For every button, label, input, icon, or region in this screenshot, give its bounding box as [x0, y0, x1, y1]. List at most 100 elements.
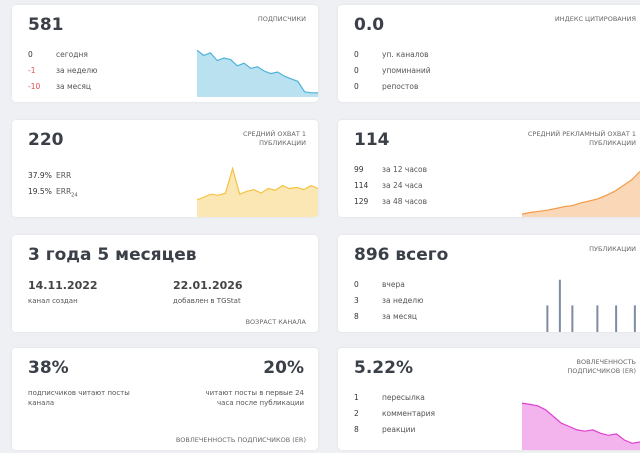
- line: [522, 170, 640, 215]
- stat-row: 3 за неделю: [354, 296, 423, 305]
- area: [522, 403, 640, 450]
- big-number-2: 20%: [263, 358, 304, 378]
- big-number: 0.0: [354, 15, 385, 35]
- line: [197, 49, 318, 94]
- stat-value: 19.5%: [28, 187, 52, 196]
- date: 22.01.2026: [173, 279, 243, 292]
- stat-label: за месяц: [382, 312, 417, 321]
- stat-label: за месяц: [56, 82, 91, 91]
- line: [522, 402, 640, 444]
- date: 14.11.2022: [28, 279, 98, 292]
- card: 581 подписчики 0 сегодня -1 за неделю -10 за ме…: [12, 5, 318, 102]
- stat-label: за неделю: [382, 296, 424, 305]
- stat-value: 8: [354, 312, 359, 321]
- bar: [546, 305, 549, 332]
- big-number: 5.22%: [354, 358, 413, 378]
- stat-value: 3: [354, 296, 359, 305]
- date-label: канал создан: [28, 297, 78, 305]
- bar: [633, 305, 636, 332]
- stat-label: за неделю: [56, 66, 98, 75]
- bar: [571, 305, 574, 332]
- stat-sub: 24: [71, 192, 78, 199]
- stat-label: сегодня: [56, 50, 88, 59]
- big-number: 38%: [28, 358, 69, 378]
- card-footer: вовлеченность подписчиков (ER): [175, 436, 306, 444]
- stat-row: 0 упоминаний: [354, 66, 431, 75]
- stat-label: ERR24: [56, 187, 78, 199]
- stat-value: 114: [354, 181, 369, 190]
- stat-label: за 24 часа: [382, 181, 423, 190]
- stat-row: 0 уп. каналов: [354, 50, 429, 59]
- stat-value: 1: [354, 393, 359, 402]
- stat-label: вчера: [382, 280, 405, 289]
- stat-value: 0: [354, 50, 359, 59]
- bar: [596, 305, 599, 332]
- stat-row: 99 за 12 часов: [354, 165, 427, 174]
- stat-label: репостов: [382, 82, 419, 91]
- stat-row: 0 сегодня: [28, 50, 88, 59]
- stat-value: 99: [354, 165, 364, 174]
- big-number: 114: [354, 130, 390, 150]
- stat-row: 1 пересылка: [354, 393, 425, 402]
- stat-row: -1 за неделю: [28, 66, 97, 75]
- stat-row: 8 реакции: [354, 425, 415, 434]
- sparkline: [522, 170, 640, 217]
- card: 5.22% вовлеченность подписчиков (ER) 1 пере…: [338, 348, 640, 450]
- stat-label: реакции: [382, 425, 416, 434]
- stat-label: ERR: [56, 171, 72, 180]
- stat-label: уп. каналов: [382, 50, 429, 59]
- stat-row: 2 комментария: [354, 409, 435, 418]
- card: 896 всего публикации 0 вчера 3 за неделю 8 за м…: [338, 235, 640, 332]
- bar: [615, 305, 618, 332]
- card-header: подписчики: [257, 15, 306, 23]
- area: [197, 168, 318, 217]
- card: 38% подписчиков читают посты канала 20% чит…: [12, 348, 318, 450]
- big-number: 220: [28, 130, 64, 150]
- stat-row: 0 вчера: [354, 280, 405, 289]
- card-header: публикации: [589, 245, 636, 253]
- card: 0.0 индекс цитирования 0 уп. каналов 0 упомин…: [338, 5, 640, 102]
- stat-row: 8 за месяц: [354, 312, 417, 321]
- stat-value: -1: [28, 66, 36, 75]
- note: подписчиков читают посты канала: [28, 389, 130, 407]
- stat-value: 0: [354, 66, 359, 75]
- area: [522, 171, 640, 217]
- stat-label: пересылка: [382, 393, 425, 402]
- stat-value: 129: [354, 197, 369, 206]
- card-header: средний рекламный охват 1 публикации: [527, 130, 636, 147]
- big-number: 3 года 5 месяцев: [28, 245, 197, 265]
- card-header: индекс цитирования: [554, 15, 636, 23]
- card-header: вовлеченность подписчиков (ER): [567, 358, 636, 375]
- stat-row: 0 репостов: [354, 82, 418, 91]
- stat-value: 8: [354, 425, 359, 434]
- stat-row: 37.9% ERR: [28, 171, 71, 180]
- card-header: средний охват 1 публикации: [243, 130, 306, 147]
- card: 3 года 5 месяцев 14.11.2022 канал создан 22…: [12, 235, 318, 332]
- note: читают посты в первые 24 часа после публ…: [205, 389, 304, 407]
- big-number: 896 всего: [354, 245, 449, 265]
- stat-label: за 48 часов: [382, 197, 428, 206]
- line: [197, 166, 318, 201]
- card: 114 средний рекламный охват 1 публикации 9…: [338, 120, 640, 217]
- sparkline: [197, 49, 318, 97]
- stat-value: 0: [28, 50, 33, 59]
- stat-label: упоминаний: [382, 66, 431, 75]
- sparkline: [522, 402, 640, 450]
- stat-row: 129 за 48 часов: [354, 197, 427, 206]
- stat-row: 19.5% ERR24: [28, 187, 78, 199]
- stat-value: 37.9%: [28, 171, 52, 180]
- stat-value: 0: [354, 280, 359, 289]
- stat-value: 2: [354, 409, 359, 418]
- date-label: добавлен в TGStat: [173, 297, 241, 305]
- sparkline: [546, 279, 636, 332]
- card-footer: возраст канала: [245, 318, 306, 326]
- area: [197, 50, 318, 97]
- stat-value: 0: [354, 82, 359, 91]
- stat-label: комментария: [382, 409, 436, 418]
- stat-row: 114 за 24 часа: [354, 181, 423, 190]
- card: 220 средний охват 1 публикации 37.9% ERR 19.…: [12, 120, 318, 217]
- stat-row: -10 за месяц: [28, 82, 91, 91]
- big-number: 581: [28, 15, 64, 35]
- bar: [558, 279, 561, 332]
